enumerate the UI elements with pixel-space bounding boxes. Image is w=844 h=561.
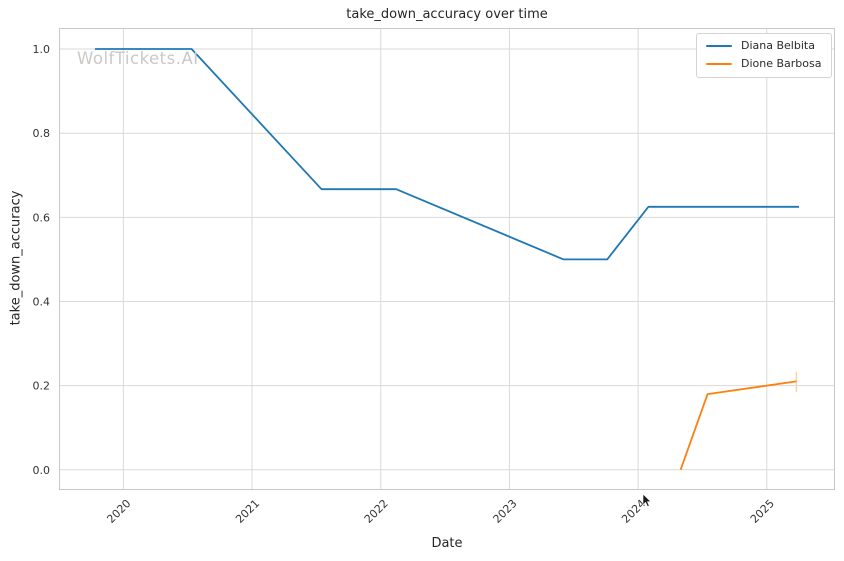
y-tick-label-0.6: 0.6 (33, 211, 51, 224)
y-tick-label-0.4: 0.4 (33, 295, 51, 308)
series-line-dione-barbosa (679, 380, 797, 471)
y-axis-label: take_down_accuracy (8, 190, 24, 326)
x-axis-label: Date (431, 536, 463, 551)
x-tick-label-2025: 2025 (748, 497, 777, 526)
y-tick-label-0.8: 0.8 (33, 127, 51, 140)
x-tick-label-2023: 2023 (491, 497, 520, 526)
y-tick-label-0.2: 0.2 (33, 380, 51, 393)
legend-line-sample-diana-belbita (706, 44, 732, 47)
mouse-cursor (642, 493, 652, 508)
legend-label-diana-belbita: Diana Belbita (741, 39, 815, 52)
y-tick-label-1.0: 1.0 (33, 43, 51, 56)
series-line-diana-belbita (95, 48, 799, 261)
legend-label-dione-barbosa: Dione Barbosa (741, 56, 822, 70)
chart-title: take_down_accuracy over time (346, 7, 548, 22)
legend-entry-diana-belbita: Diana Belbita (706, 39, 822, 53)
x-tick-label-2022: 2022 (362, 497, 391, 526)
watermark: WolfTickets.AI (77, 49, 199, 68)
plot-border (59, 28, 835, 490)
x-tick-label-2020: 2020 (104, 497, 133, 526)
y-tick-label-0.0: 0.0 (33, 464, 51, 477)
legend: Diana Belbita Dione Barbosa (696, 33, 832, 78)
x-tick-label-2021: 2021 (233, 497, 262, 526)
legend-entry-dione-barbosa: Dione Barbosa (706, 57, 822, 71)
legend-line-sample-dione-barbosa (706, 62, 732, 65)
